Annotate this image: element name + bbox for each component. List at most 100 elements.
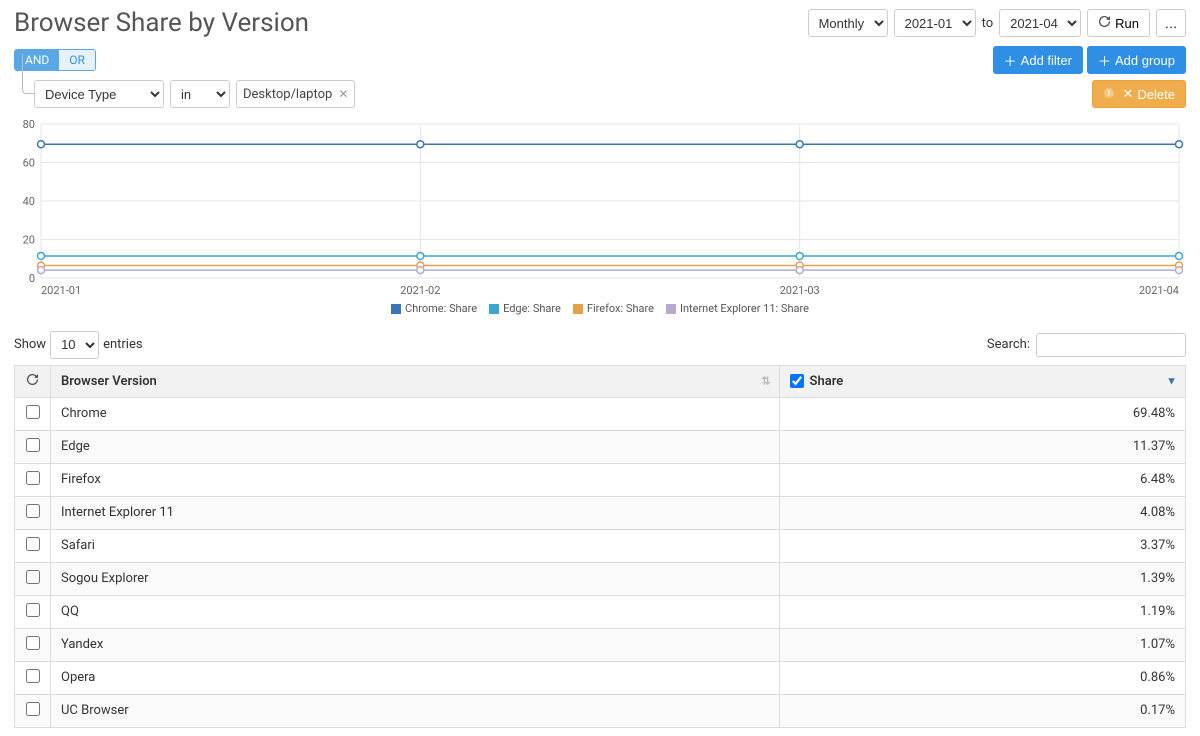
legend-item[interactable]: Chrome: Share (391, 302, 477, 315)
sort-down-icon: ▼ (1166, 375, 1177, 388)
row-checkbox-cell (15, 463, 51, 496)
chart-legend: Chrome: Share Edge: Share Firefox: Share In… (14, 302, 1186, 317)
filter-field-select[interactable]: Device Type (34, 80, 164, 108)
granularity-select[interactable]: Monthly (808, 9, 888, 37)
col-browser-label: Browser Version (61, 374, 157, 389)
sort-icon: ⇅ (761, 375, 770, 388)
row-checkbox[interactable] (26, 702, 40, 716)
row-checkbox-cell (15, 595, 51, 628)
entries-label: entries (103, 337, 143, 352)
search-control: Search: (987, 333, 1186, 357)
table-row: Sogou Explorer1.39% (15, 562, 1186, 595)
chart-region: 0204060802021-012021-022021-032021-04 Ch… (14, 118, 1186, 317)
search-input[interactable] (1036, 333, 1186, 357)
run-button[interactable]: Run (1087, 9, 1150, 37)
table-row: QQ1.19% (15, 595, 1186, 628)
warning-icon (1103, 87, 1115, 102)
filter-op-select[interactable]: in (170, 80, 230, 108)
share-checkbox[interactable] (790, 374, 804, 388)
svg-text:2021-01: 2021-01 (41, 284, 81, 297)
legend-swatch (489, 304, 499, 314)
plus-icon: ＋ (1004, 51, 1017, 70)
page-title: Browser Share by Version (14, 8, 309, 38)
row-checkbox[interactable] (26, 438, 40, 452)
row-checkbox[interactable] (26, 471, 40, 485)
run-button-label: Run (1115, 16, 1139, 31)
header-controls: Monthly 2021-01 to 2021-04 Run … (808, 9, 1186, 37)
row-checkbox[interactable] (26, 537, 40, 551)
filter-row-wrap: Device Type in Desktop/laptop ✕ ✕ Delete (14, 80, 1186, 108)
filter-connector (22, 54, 34, 94)
show-label: Show (14, 337, 46, 352)
cell-share: 1.39% (779, 562, 1185, 595)
svg-text:60: 60 (23, 157, 35, 170)
remove-tag-icon[interactable]: ✕ (338, 87, 348, 101)
svg-text:40: 40 (23, 195, 35, 208)
add-group-button[interactable]: ＋ Add group (1087, 46, 1186, 74)
add-filter-button[interactable]: ＋ Add filter (993, 46, 1083, 74)
page-size-select[interactable]: 10 (50, 331, 99, 359)
legend-item[interactable]: Firefox: Share (573, 302, 654, 315)
add-group-label: Add group (1115, 53, 1175, 68)
cell-share: 0.86% (779, 661, 1185, 694)
search-label: Search: (987, 337, 1030, 352)
row-checkbox[interactable] (26, 669, 40, 683)
table-row: Yandex1.07% (15, 628, 1186, 661)
row-checkbox-cell (15, 496, 51, 529)
table-row: Safari3.37% (15, 529, 1186, 562)
table-row: Opera0.86% (15, 661, 1186, 694)
table-row: Internet Explorer 114.08% (15, 496, 1186, 529)
cell-share: 4.08% (779, 496, 1185, 529)
table-row: UC Browser0.17% (15, 694, 1186, 727)
header: Browser Share by Version Monthly 2021-01… (14, 8, 1186, 38)
row-checkbox-cell (15, 661, 51, 694)
to-label: to (982, 16, 994, 31)
legend-item[interactable]: Edge: Share (489, 302, 561, 315)
row-checkbox[interactable] (26, 405, 40, 419)
delete-filter-button[interactable]: ✕ Delete (1092, 80, 1186, 108)
col-share-label: Share (810, 374, 844, 389)
row-checkbox[interactable] (26, 504, 40, 518)
plus-icon: ＋ (1098, 51, 1111, 70)
table-row: Firefox6.48% (15, 463, 1186, 496)
row-checkbox[interactable] (26, 603, 40, 617)
filter-value-box[interactable]: Desktop/laptop ✕ (236, 80, 355, 108)
cell-share: 1.19% (779, 595, 1185, 628)
col-browser[interactable]: Browser Version ⇅ (51, 365, 780, 397)
logic-or[interactable]: OR (59, 50, 95, 70)
cell-browser: Yandex (51, 628, 780, 661)
svg-text:20: 20 (23, 234, 35, 247)
row-checkbox-cell (15, 628, 51, 661)
cell-browser: Firefox (51, 463, 780, 496)
date-from-select[interactable]: 2021-01 (894, 9, 976, 37)
cell-browser: Sogou Explorer (51, 562, 780, 595)
more-button[interactable]: … (1156, 9, 1186, 37)
legend-swatch (573, 304, 583, 314)
delete-filter-label: Delete (1137, 87, 1175, 102)
legend-item[interactable]: Internet Explorer 11: Share (666, 302, 809, 315)
legend-label: Internet Explorer 11: Share (680, 302, 809, 315)
cell-browser: UC Browser (51, 694, 780, 727)
row-checkbox[interactable] (26, 570, 40, 584)
svg-text:2021-03: 2021-03 (780, 284, 820, 297)
filter-row: Device Type in Desktop/laptop ✕ ✕ Delete (34, 80, 1186, 108)
cell-share: 69.48% (779, 397, 1185, 430)
legend-label: Firefox: Share (587, 302, 654, 315)
svg-text:2021-04: 2021-04 (1139, 284, 1179, 297)
filter-actions: ＋ Add filter ＋ Add group (993, 46, 1186, 74)
col-refresh[interactable] (15, 365, 51, 397)
row-checkbox[interactable] (26, 636, 40, 650)
table-row: Edge11.37% (15, 430, 1186, 463)
cell-share: 0.17% (779, 694, 1185, 727)
col-share[interactable]: Share ▼ (779, 365, 1185, 397)
cell-browser: Edge (51, 430, 780, 463)
cell-browser: Safari (51, 529, 780, 562)
line-chart: 0204060802021-012021-022021-032021-04 (14, 118, 1186, 298)
legend-swatch (391, 304, 401, 314)
refresh-icon (1098, 15, 1111, 31)
cell-share: 1.07% (779, 628, 1185, 661)
date-to-select[interactable]: 2021-04 (999, 9, 1081, 37)
row-checkbox-cell (15, 694, 51, 727)
refresh-icon (26, 375, 39, 390)
page-size-control: Show 10 entries (14, 331, 143, 359)
